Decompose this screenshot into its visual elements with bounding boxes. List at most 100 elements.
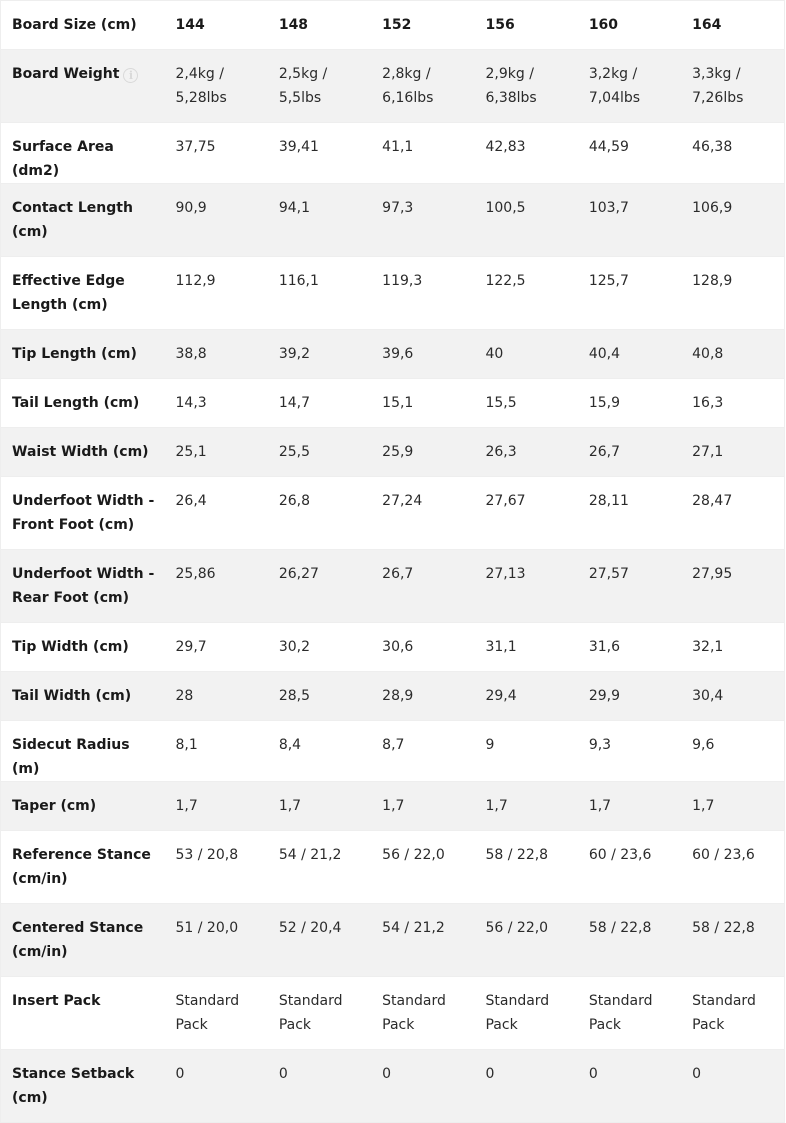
table-cell: 60 / 23,6: [681, 830, 785, 904]
row-label-text: Taper (cm): [12, 798, 97, 814]
table-cell: 39,41: [267, 122, 372, 184]
table-cell: 28,47: [681, 476, 785, 550]
table-cell: 27,67: [474, 476, 578, 550]
row-label-text: Board Weight: [12, 66, 120, 82]
table-row: Board Weight i 2,4kg / 5,28lbs 2,5kg / 5,5l…: [0, 49, 785, 123]
table-cell: Standard Pack: [577, 976, 682, 1050]
table-cell: 0: [164, 1049, 268, 1123]
row-label: Centered Stance (cm/in): [0, 903, 165, 977]
table-cell: 0: [267, 1049, 372, 1123]
info-icon[interactable]: i: [123, 68, 139, 83]
table-cell: 38,8: [164, 329, 268, 379]
table-cell: 0: [681, 1049, 785, 1123]
table-cell: 90,9: [164, 183, 268, 257]
table-cell: 26,7: [577, 427, 682, 477]
row-label: Waist Width (cm): [0, 427, 165, 477]
row-label-text: Effective Edge Length (cm): [12, 273, 125, 313]
table-cell: 9: [474, 720, 578, 782]
table-cell: 3,3kg / 7,26lbs: [681, 49, 785, 123]
row-label: Tip Length (cm): [0, 329, 165, 379]
table-cell: 26,27: [267, 549, 372, 623]
table-cell: 122,5: [474, 256, 578, 330]
row-label-text: Tip Length (cm): [12, 346, 137, 362]
table-cell: Standard Pack: [164, 976, 268, 1050]
row-label-text: Underfoot Width - Front Foot (cm): [12, 493, 155, 533]
row-label: Tip Width (cm): [0, 622, 165, 672]
table-cell: 29,9: [577, 671, 682, 721]
row-label: Tail Length (cm): [0, 378, 165, 428]
row-label: Tail Width (cm): [0, 671, 165, 721]
table-cell: 25,9: [371, 427, 475, 477]
row-label: Underfoot Width - Front Foot (cm): [0, 476, 165, 550]
table-cell: 42,83: [474, 122, 578, 184]
table-cell: 8,1: [164, 720, 268, 782]
table-cell: 28,5: [267, 671, 372, 721]
table-cell: 30,6: [371, 622, 475, 672]
table-cell: 46,38: [681, 122, 785, 184]
table-row: Contact Length (cm) 90,9 94,1 97,3 100,5 103,…: [0, 183, 785, 257]
table-cell: 9,3: [577, 720, 682, 782]
table-row: Tip Length (cm) 38,8 39,2 39,6 40 40,4 40,8: [0, 329, 785, 379]
table-cell: 0: [577, 1049, 682, 1123]
table-row: Tip Width (cm) 29,7 30,2 30,6 31,1 31,6 32,1: [0, 622, 785, 672]
table-cell: 1,7: [681, 781, 785, 831]
table-cell: 54 / 21,2: [267, 830, 372, 904]
table-row: Reference Stance (cm/in) 53 / 20,8 54 / 21…: [0, 830, 785, 904]
table-cell: 25,86: [164, 549, 268, 623]
table-cell: 1,7: [577, 781, 682, 831]
table-cell: 54 / 21,2: [371, 903, 475, 977]
table-row: Tail Length (cm) 14,3 14,7 15,1 15,5 15,9 16,3: [0, 378, 785, 428]
table-row: Centered Stance (cm/in) 51 / 20,0 52 / 20,…: [0, 903, 785, 977]
table-cell: Standard Pack: [681, 976, 785, 1050]
row-label-text: Contact Length (cm): [12, 200, 133, 240]
table-cell: 2,4kg / 5,28lbs: [164, 49, 268, 123]
table-row: Insert Pack Standard Pack Standard Pack Sta…: [0, 976, 785, 1050]
table-cell: 14,3: [164, 378, 268, 428]
table-cell: 16,3: [681, 378, 785, 428]
table-cell: 100,5: [474, 183, 578, 257]
table-cell: 30,4: [681, 671, 785, 721]
table-cell: Standard Pack: [371, 976, 475, 1050]
table-row: Sidecut Radius (m) 8,1 8,4 8,7 9 9,3 9,6: [0, 720, 785, 782]
table-cell: 26,3: [474, 427, 578, 477]
size-header: 160: [577, 0, 682, 50]
table-cell: 8,4: [267, 720, 372, 782]
row-label: Surface Area (dm2): [0, 122, 165, 184]
table-cell: 3,2kg / 7,04lbs: [577, 49, 682, 123]
table-row: Stance Setback (cm) 0 0 0 0 0 0: [0, 1049, 785, 1123]
size-header: 144: [164, 0, 268, 50]
table-row: Effective Edge Length (cm) 112,9 116,1 119,…: [0, 256, 785, 330]
table-cell: 58 / 22,8: [681, 903, 785, 977]
table-cell: 1,7: [371, 781, 475, 831]
table-cell: 28: [164, 671, 268, 721]
table-cell: 8,7: [371, 720, 475, 782]
table-cell: 32,1: [681, 622, 785, 672]
table-cell: 27,13: [474, 549, 578, 623]
table-cell: 56 / 22,0: [474, 903, 578, 977]
table-cell: 60 / 23,6: [577, 830, 682, 904]
row-label: Effective Edge Length (cm): [0, 256, 165, 330]
table-cell: 51 / 20,0: [164, 903, 268, 977]
row-label-text: Underfoot Width - Rear Foot (cm): [12, 566, 155, 606]
table-cell: 58 / 22,8: [577, 903, 682, 977]
table-cell: 25,5: [267, 427, 372, 477]
table-cell: 1,7: [267, 781, 372, 831]
table-cell: 14,7: [267, 378, 372, 428]
table-cell: 119,3: [371, 256, 475, 330]
row-label-text: Stance Setback (cm): [12, 1066, 135, 1106]
table-cell: 15,9: [577, 378, 682, 428]
table-cell: 29,4: [474, 671, 578, 721]
row-label: Reference Stance (cm/in): [0, 830, 165, 904]
table-cell: 2,5kg / 5,5lbs: [267, 49, 372, 123]
table-cell: 40: [474, 329, 578, 379]
table-cell: 103,7: [577, 183, 682, 257]
table-cell: 15,1: [371, 378, 475, 428]
row-label-text: Insert Pack: [12, 993, 101, 1009]
table-cell: Standard Pack: [474, 976, 578, 1050]
table-cell: 26,4: [164, 476, 268, 550]
table-cell: 112,9: [164, 256, 268, 330]
table-row: Tail Width (cm) 28 28,5 28,9 29,4 29,9 30,4: [0, 671, 785, 721]
table-cell: 28,9: [371, 671, 475, 721]
